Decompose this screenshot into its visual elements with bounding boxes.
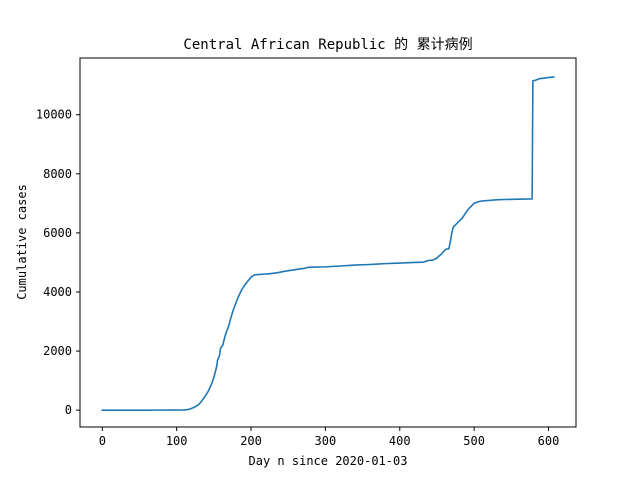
y-axis-ticks: 0 2000 4000 6000 8000 10000 xyxy=(36,108,80,417)
x-tick-label: 500 xyxy=(463,434,485,448)
x-tick-label: 600 xyxy=(538,434,560,448)
x-axis-ticks: 0 100 200 300 400 500 600 xyxy=(99,427,560,448)
y-tick-label: 6000 xyxy=(43,226,72,240)
y-tick-label: 10000 xyxy=(36,108,72,122)
x-tick-label: 400 xyxy=(389,434,411,448)
y-tick-label: 4000 xyxy=(43,285,72,299)
y-tick-label: 8000 xyxy=(43,167,72,181)
y-tick-label: 0 xyxy=(65,403,72,417)
x-axis-label: Day n since 2020-01-03 xyxy=(249,454,408,468)
x-tick-label: 0 xyxy=(99,434,106,448)
plot-area xyxy=(101,76,555,411)
y-tick-label: 2000 xyxy=(43,344,72,358)
series-line-0 xyxy=(101,76,555,411)
x-tick-label: 300 xyxy=(315,434,337,448)
x-tick-label: 200 xyxy=(240,434,262,448)
y-axis-label: Cumulative cases xyxy=(15,184,29,300)
axes-frame xyxy=(79,57,577,428)
chart-title: Central African Republic 的 累计病例 xyxy=(183,37,472,53)
x-tick-label: 100 xyxy=(166,434,188,448)
